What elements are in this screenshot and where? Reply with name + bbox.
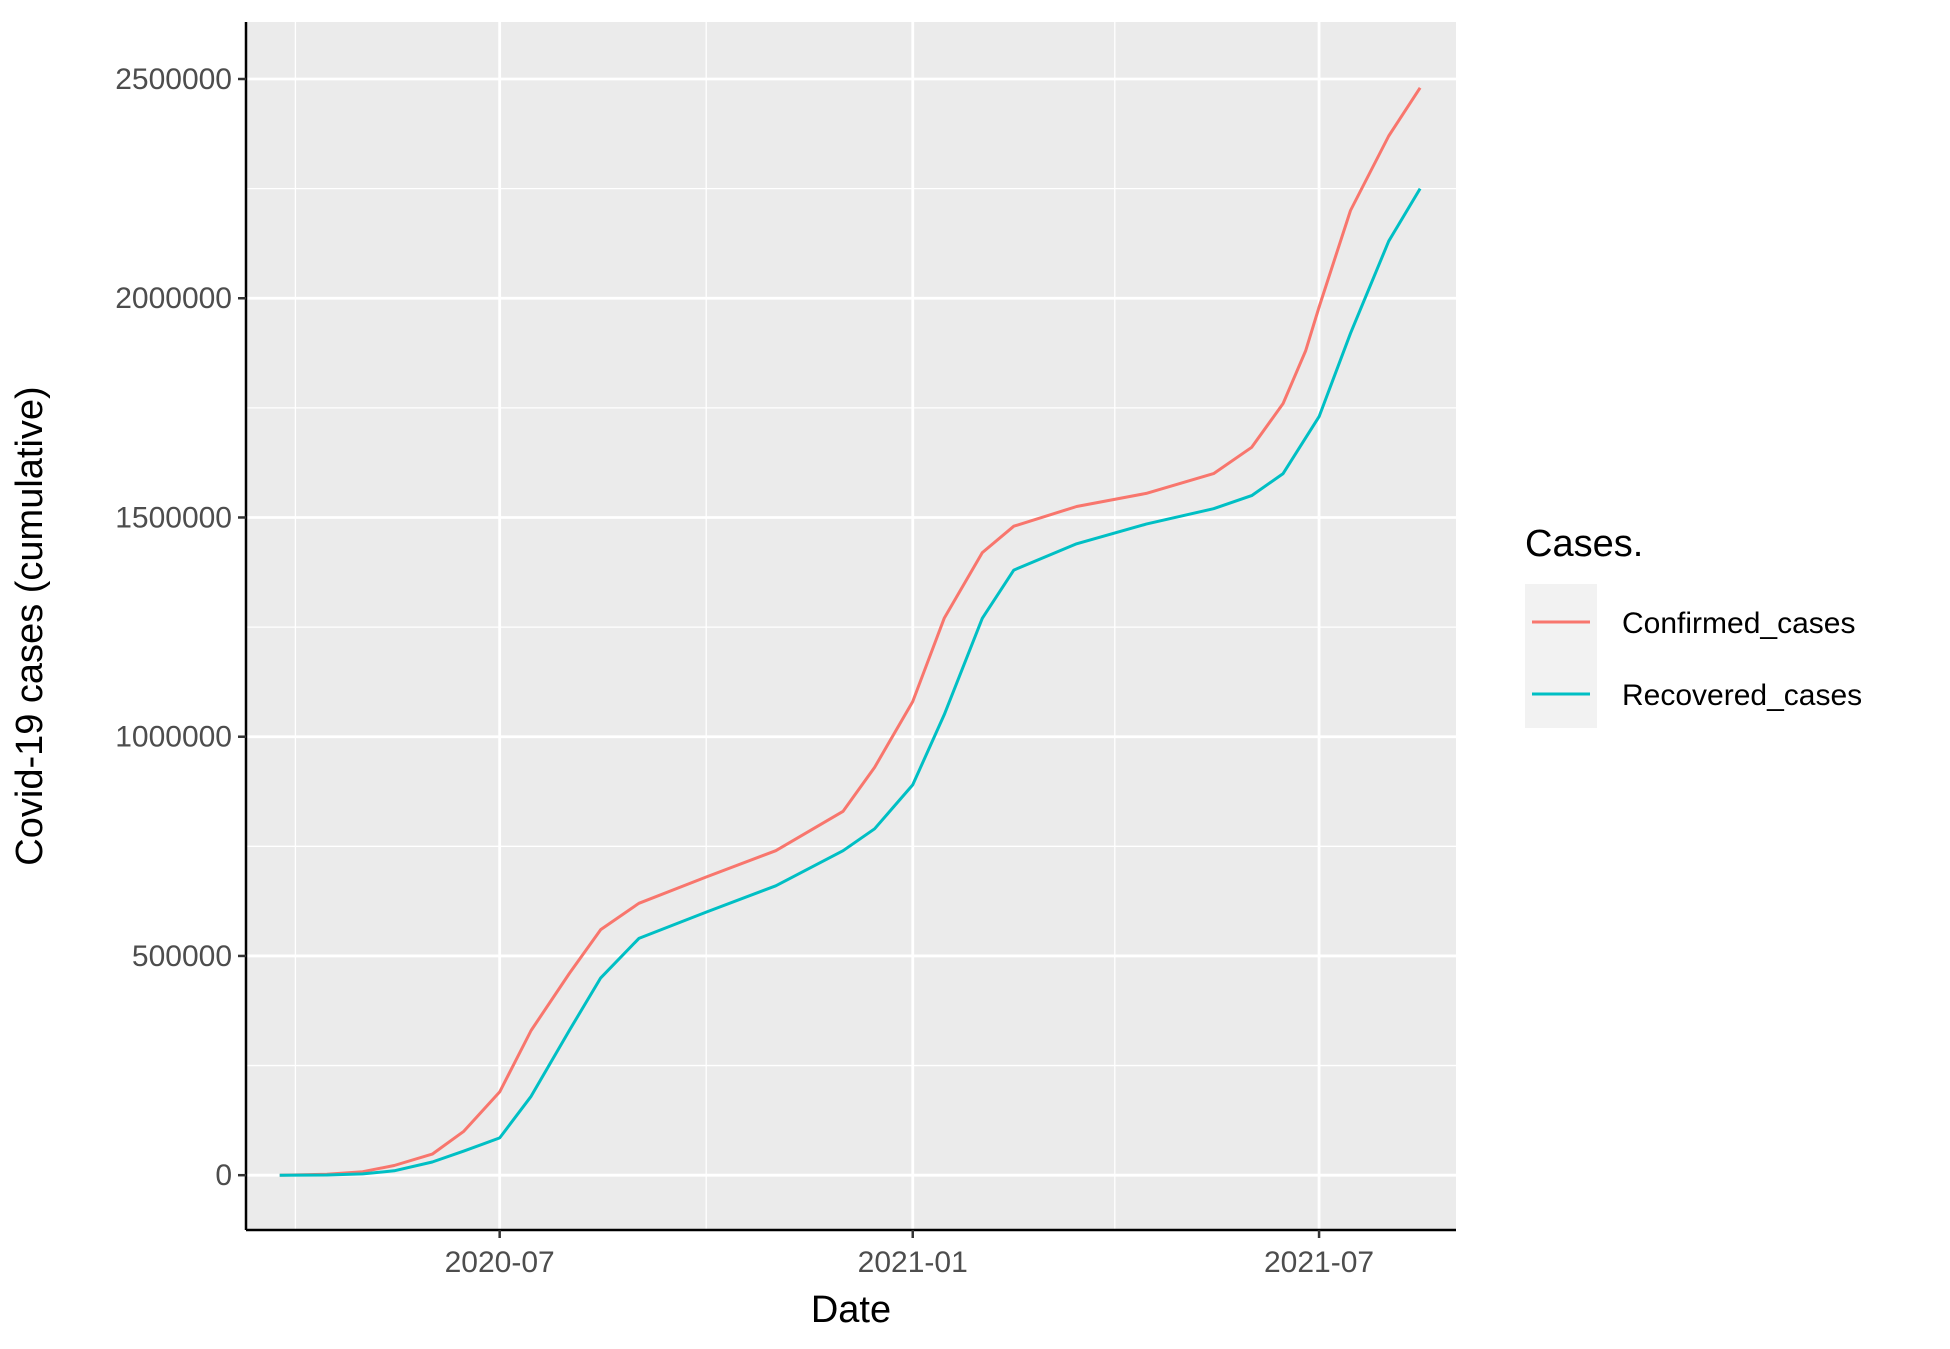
- series-line-confirmed-cases: [279, 86, 1422, 1177]
- y-tick-label: 1000000: [115, 721, 232, 754]
- y-tick-label: 1500000: [115, 501, 232, 534]
- x-axis-title: Date: [811, 1289, 891, 1331]
- x-tick-label: 2020-07: [445, 1246, 555, 1279]
- legend-key-background: [1525, 584, 1597, 728]
- x-axis-ticks: 2020-07 2021-01 2021-07: [445, 1230, 1374, 1279]
- y-axis-title: Covid-19 cases (cumulative): [9, 386, 51, 865]
- y-tick-label: 500000: [132, 940, 232, 973]
- x-tick-label: 2021-07: [1264, 1246, 1374, 1279]
- y-tick-label: 0: [215, 1159, 232, 1192]
- series-line-recovered-cases: [279, 187, 1422, 1177]
- panel-background: [246, 22, 1456, 1230]
- minor-gridlines: [246, 22, 1456, 1230]
- major-gridlines: [246, 22, 1456, 1230]
- y-axis-ticks: 0 500000 1000000 1500000 2000000 2500000: [115, 63, 246, 1192]
- legend-label-confirmed: Confirmed_cases: [1622, 607, 1855, 640]
- series-lines: [279, 86, 1422, 1177]
- legend-title: Cases.: [1525, 523, 1643, 565]
- legend-label-recovered: Recovered_cases: [1622, 679, 1862, 712]
- x-tick-label: 2021-01: [858, 1246, 968, 1279]
- y-tick-label: 2500000: [115, 63, 232, 96]
- y-tick-label: 2000000: [115, 282, 232, 315]
- legend: Cases. Confirmed_cases Recovered_cases: [1525, 523, 1862, 728]
